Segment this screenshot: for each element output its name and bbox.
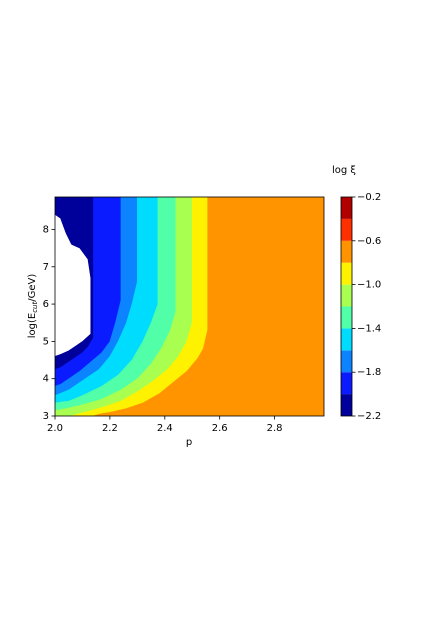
colorbar-tick-label: −1.0 — [357, 280, 381, 291]
y-tick-label: 8 — [43, 224, 49, 235]
colorbar-band — [341, 350, 352, 373]
y-tick-label: 5 — [43, 336, 49, 347]
plot-area — [55, 197, 324, 416]
x-tick-label: 2.8 — [267, 423, 283, 434]
x-tick-label: 2.0 — [47, 423, 63, 434]
colorbar-band — [341, 262, 352, 285]
colorbar-band — [341, 284, 352, 307]
colorbar-tick-label: −2.2 — [357, 411, 381, 422]
colorbar-tick-label: −0.2 — [357, 192, 381, 203]
colorbar-tick-label: −0.6 — [357, 236, 381, 247]
colorbar-tick-label: −1.4 — [357, 323, 381, 334]
plot-frame — [54, 196, 325, 417]
colorbar-band — [341, 394, 352, 416]
y-tick-label: 6 — [43, 299, 49, 310]
contour-region — [93, 197, 324, 416]
x-tick-label: 2.2 — [102, 423, 118, 434]
colorbar-band — [341, 218, 352, 241]
y-tick-label: 3 — [43, 411, 49, 422]
x-tick-label: 2.6 — [212, 423, 228, 434]
colorbar-band — [341, 197, 352, 219]
x-tick-label: 2.4 — [157, 423, 173, 434]
colorbar-band — [341, 328, 352, 351]
y-tick-label: 4 — [43, 374, 49, 385]
colorbar-band — [341, 372, 352, 395]
y-tick-label: 7 — [43, 262, 49, 273]
colorbar-band — [341, 240, 352, 263]
colorbar-band — [341, 306, 352, 329]
colorbar-tick-label: −1.8 — [357, 367, 381, 378]
y-axis-label: log(Ecut/GeV) — [27, 274, 39, 339]
colorbar-frame — [340, 196, 353, 417]
colorbar-label: log ξ — [332, 165, 356, 176]
x-axis-label: p — [186, 437, 192, 448]
